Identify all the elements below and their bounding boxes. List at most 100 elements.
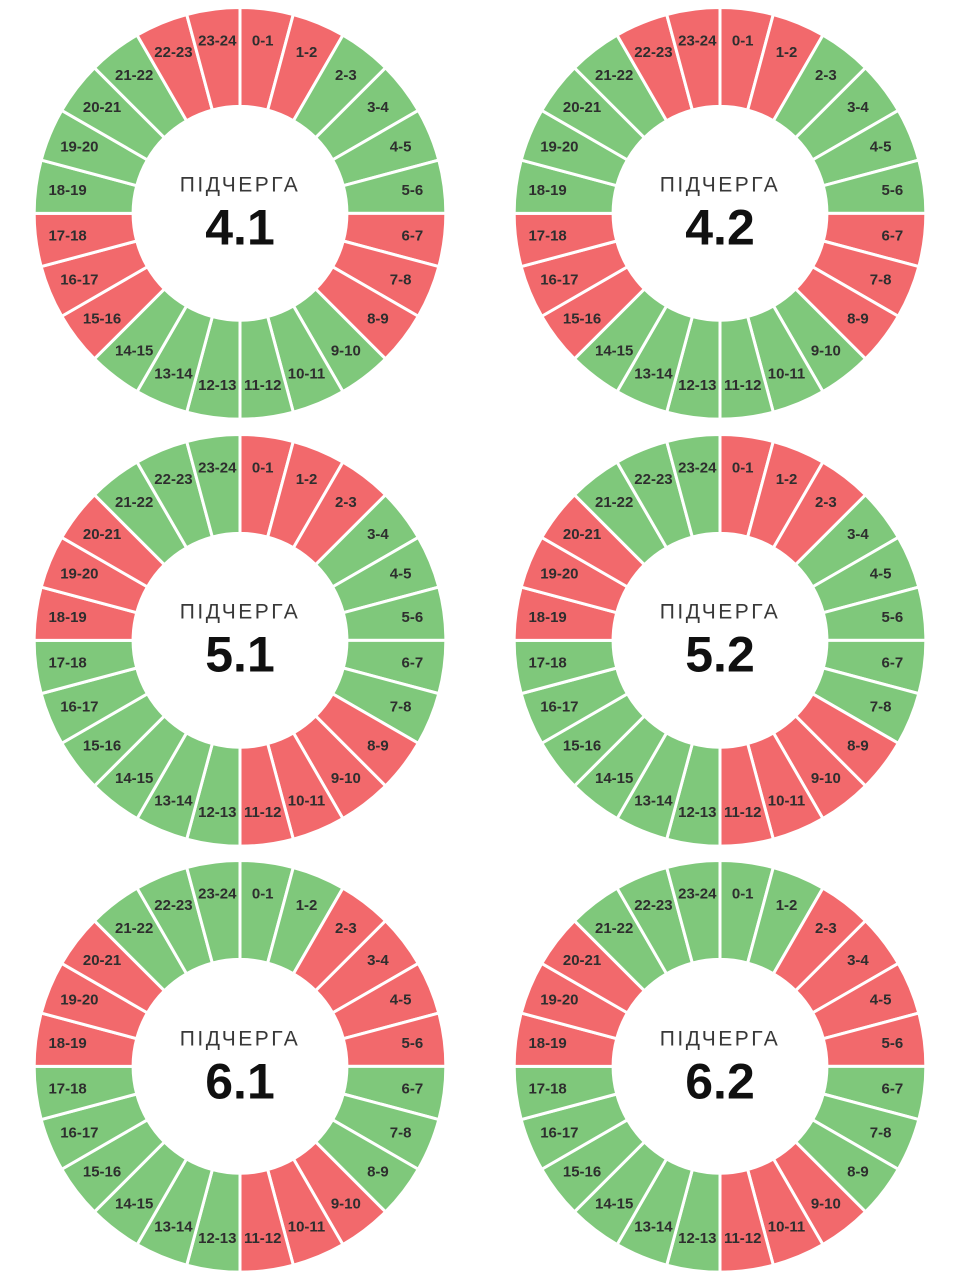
hour-label: 20-21 [563, 526, 601, 543]
hour-label: 19-20 [60, 565, 98, 582]
hour-label: 16-17 [540, 698, 578, 715]
hour-label: 11-12 [724, 1231, 761, 1248]
hour-label: 10-11 [768, 792, 805, 809]
hour-label: 18-19 [48, 1035, 86, 1052]
hour-label: 13-14 [634, 792, 673, 809]
hour-label: 19-20 [60, 138, 98, 155]
hour-label: 4-5 [390, 565, 412, 582]
donut-segment-23-24 [665, 859, 722, 965]
hour-label: 20-21 [563, 952, 601, 969]
hour-label: 13-14 [154, 365, 193, 382]
hour-label: 17-18 [528, 1081, 566, 1098]
hour-label: 1-2 [776, 898, 798, 915]
hour-label: 0-1 [252, 886, 274, 903]
hour-label: 5-6 [402, 182, 424, 199]
hour-label: 11-12 [724, 804, 761, 821]
hour-label: 16-17 [60, 271, 98, 288]
donut-chart-6-2: 0-1 1-2 2-3 3-4 4-5 5-6 6-7 7-8 8-9 9-10 10-11 11-1… [480, 853, 960, 1280]
hour-label: 10-11 [288, 792, 325, 809]
hour-label: 2-3 [335, 67, 357, 84]
hour-label: 15-16 [83, 311, 121, 328]
hour-label: 11-12 [244, 804, 281, 821]
hour-label: 1-2 [776, 44, 798, 61]
hour-label: 23-24 [198, 886, 237, 903]
hour-label: 2-3 [335, 494, 357, 511]
donut-chart-5-2: 0-1 1-2 2-3 3-4 4-5 5-6 6-7 7-8 8-9 9-10 10-11 11-1… [480, 427, 960, 854]
hour-label: 17-18 [528, 228, 566, 245]
hour-label: 7-8 [870, 271, 892, 288]
hour-label: 11-12 [244, 1231, 281, 1248]
hour-label: 16-17 [60, 1125, 98, 1142]
hour-label: 9-10 [331, 1196, 361, 1213]
hour-label: 5-6 [402, 609, 424, 626]
hour-label: 4-5 [390, 992, 412, 1009]
hour-label: 19-20 [540, 992, 578, 1009]
hour-label: 1-2 [296, 471, 318, 488]
hour-label: 10-11 [288, 365, 325, 382]
hour-label: 3-4 [367, 952, 389, 969]
hour-label: 12-13 [678, 377, 716, 394]
hour-label: 18-19 [48, 609, 86, 626]
hour-label: 19-20 [540, 565, 578, 582]
hour-label: 6-7 [402, 228, 424, 245]
hour-label: 8-9 [367, 1164, 389, 1181]
hour-label: 14-15 [115, 343, 153, 360]
hour-label: 10-11 [768, 365, 805, 382]
hour-label: 15-16 [563, 1164, 601, 1181]
hour-label: 20-21 [83, 99, 121, 116]
hour-label: 0-1 [252, 459, 274, 476]
hour-label: 13-14 [634, 365, 673, 382]
hour-label: 0-1 [732, 32, 754, 49]
hour-label: 23-24 [678, 886, 717, 903]
hour-label: 2-3 [815, 494, 837, 511]
hour-label: 21-22 [595, 920, 633, 937]
hour-label: 18-19 [48, 182, 86, 199]
hour-label: 16-17 [60, 698, 98, 715]
hour-label: 23-24 [678, 32, 717, 49]
hour-label: 11-12 [244, 377, 281, 394]
hour-label: 18-19 [528, 609, 566, 626]
hour-label: 0-1 [732, 459, 754, 476]
hour-label: 22-23 [154, 44, 192, 61]
hour-label: 6-7 [882, 228, 904, 245]
hour-label: 21-22 [115, 67, 153, 84]
donut-ring-6-1: 0-1 1-2 2-3 3-4 4-5 5-6 6-7 7-8 8-9 9-10 10-11 11-1… [32, 859, 448, 1274]
hour-label: 23-24 [678, 459, 717, 476]
donut-segment-23-24 [185, 5, 242, 112]
donut-segment-23-24 [185, 859, 242, 965]
donut-ring-4-2: 0-1 1-2 2-3 3-4 4-5 5-6 6-7 7-8 8-9 9-10 10-11 11-1… [512, 5, 928, 421]
donut-ring-4-1: 0-1 1-2 2-3 3-4 4-5 5-6 6-7 7-8 8-9 9-10 10-11 11-1… [32, 5, 448, 421]
hour-label: 9-10 [811, 1196, 841, 1213]
hour-label: 5-6 [402, 1035, 424, 1052]
hour-label: 1-2 [296, 44, 318, 61]
hour-label: 6-7 [882, 1081, 904, 1098]
hour-label: 12-13 [198, 804, 236, 821]
hour-label: 6-7 [882, 654, 904, 671]
hour-label: 17-18 [48, 654, 86, 671]
hour-label: 15-16 [563, 311, 601, 328]
hour-label: 19-20 [540, 138, 578, 155]
hour-label: 21-22 [595, 494, 633, 511]
hour-label: 3-4 [367, 526, 389, 543]
hour-label: 8-9 [367, 311, 389, 328]
hour-label: 8-9 [367, 737, 389, 754]
hour-label: 16-17 [540, 271, 578, 288]
donut-chart-6-1: 0-1 1-2 2-3 3-4 4-5 5-6 6-7 7-8 8-9 9-10 10-11 11-1… [0, 853, 480, 1280]
hour-label: 3-4 [847, 526, 869, 543]
hour-label: 15-16 [83, 1164, 121, 1181]
hour-label: 12-13 [678, 804, 716, 821]
hour-label: 18-19 [528, 182, 566, 199]
hour-label: 14-15 [115, 1196, 153, 1213]
hour-label: 8-9 [847, 737, 869, 754]
hour-label: 9-10 [331, 343, 361, 360]
hour-label: 6-7 [402, 654, 424, 671]
hour-label: 17-18 [48, 228, 86, 245]
hour-label: 15-16 [563, 737, 601, 754]
hour-label: 18-19 [528, 1035, 566, 1052]
hour-label: 20-21 [83, 952, 121, 969]
hour-label: 13-14 [634, 1219, 673, 1236]
donut-chart-5-1: 0-1 1-2 2-3 3-4 4-5 5-6 6-7 7-8 8-9 9-10 10-11 11-1… [0, 427, 480, 854]
hour-label: 7-8 [390, 698, 412, 715]
hour-label: 16-17 [540, 1125, 578, 1142]
hour-label: 0-1 [732, 886, 754, 903]
